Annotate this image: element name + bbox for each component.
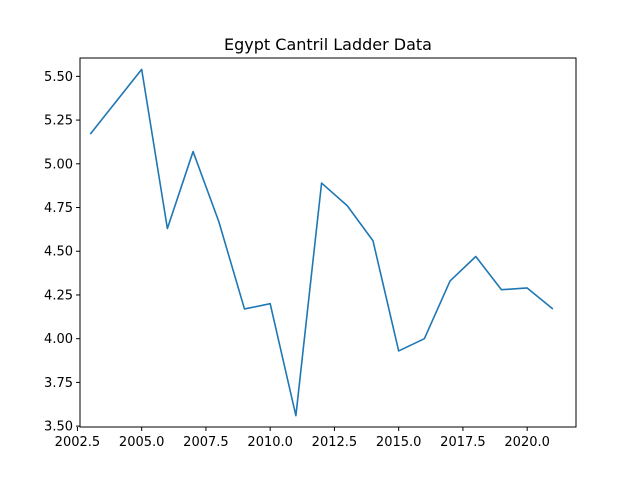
plot-area [79,57,577,428]
y-tick-label: 4.25 [44,288,73,303]
x-tick-label: 2015.0 [376,435,422,450]
x-tick-label: 2017.5 [440,435,486,450]
chart-title: Egypt Cantril Ladder Data [224,35,432,54]
y-axis: 3.50 3.75 4.00 4.25 4.50 4.75 5.00 5.25 5.50 [44,70,80,435]
x-tick-label: 2005.0 [119,435,165,450]
x-tick-label: 2002.5 [55,435,101,450]
x-tick-label: 2020.0 [504,435,550,450]
y-tick-label: 5.00 [44,157,73,172]
y-tick-label: 3.75 [44,376,73,391]
x-tick-label: 2007.5 [183,435,229,450]
x-axis: 2002.5 2005.0 2007.5 2010.0 2012.5 2015.0 2017… [55,427,550,450]
y-tick-label: 3.50 [44,420,73,435]
plot-frame [79,57,577,428]
x-tick-label: 2012.5 [312,435,358,450]
series-line-0 [89,68,554,417]
y-tick-label: 5.25 [44,114,73,129]
y-tick-label: 4.75 [44,201,73,216]
y-tick-label: 5.50 [44,70,73,85]
y-tick-label: 4.50 [44,245,73,260]
x-tick-label: 2010.0 [247,435,293,450]
y-tick-label: 4.00 [44,332,73,347]
